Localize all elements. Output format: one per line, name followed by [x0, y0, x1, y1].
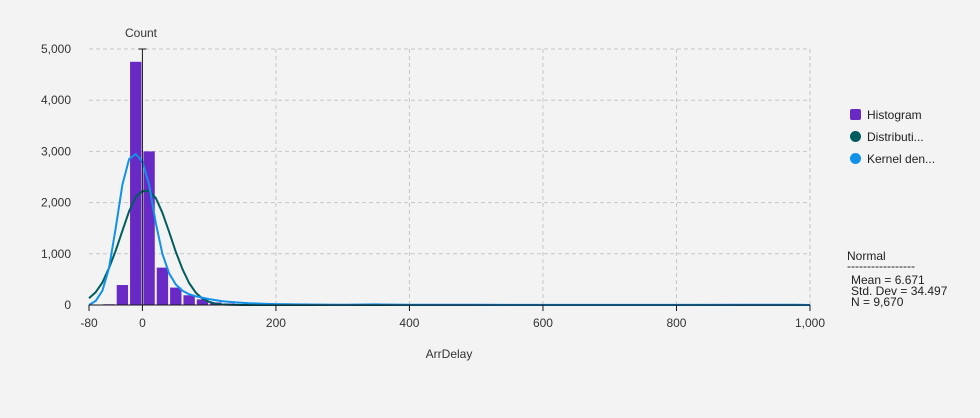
y-tick-label: 1,000	[41, 247, 71, 261]
x-tick-label: 0	[139, 316, 146, 330]
fitted-curves	[89, 154, 810, 305]
y-tick-label: 3,000	[41, 144, 71, 158]
axes	[89, 49, 810, 305]
histogram-bar[interactable]	[183, 295, 194, 305]
x-tick-label: 400	[399, 316, 419, 330]
y-axis-title: Count	[125, 26, 158, 40]
legend: Histogram Distributi... Kernel den...	[850, 108, 935, 166]
legend-kernel-density-label[interactable]: Kernel den...	[867, 152, 935, 166]
legend-distribution-label[interactable]: Distributi...	[867, 130, 924, 144]
x-tick-label: -80	[80, 316, 98, 330]
histogram-bar[interactable]	[130, 62, 141, 305]
histogram-bar[interactable]	[157, 268, 168, 305]
y-tick-label: 0	[64, 298, 71, 312]
histogram-bar[interactable]	[170, 288, 181, 305]
legend-kernel-density-swatch	[850, 153, 861, 164]
x-tick-label: 200	[266, 316, 286, 330]
legend-histogram-label[interactable]: Histogram	[867, 108, 922, 122]
legend-distribution-swatch	[850, 131, 861, 142]
y-tick-label: 2,000	[41, 196, 71, 210]
x-axis-title: ArrDelay	[426, 347, 473, 361]
stats-n: N = 9,670	[851, 295, 904, 309]
stats-divider: -----------------	[847, 259, 915, 273]
legend-histogram-swatch	[850, 109, 861, 120]
histogram-bars	[103, 62, 315, 305]
x-tick-label: 1,000	[795, 316, 825, 330]
grid-lines	[89, 49, 810, 305]
y-tick-label: 4,000	[41, 93, 71, 107]
x-tick-label: 600	[533, 316, 553, 330]
distribution-curve[interactable]	[89, 191, 810, 305]
y-tick-label: 5,000	[41, 42, 71, 56]
histogram-bar[interactable]	[117, 285, 128, 305]
x-tick-label: 800	[666, 316, 686, 330]
normal-stats-box: Normal ----------------- Mean = 6.671 St…	[847, 249, 948, 309]
kernel-density-curve[interactable]	[89, 154, 810, 305]
